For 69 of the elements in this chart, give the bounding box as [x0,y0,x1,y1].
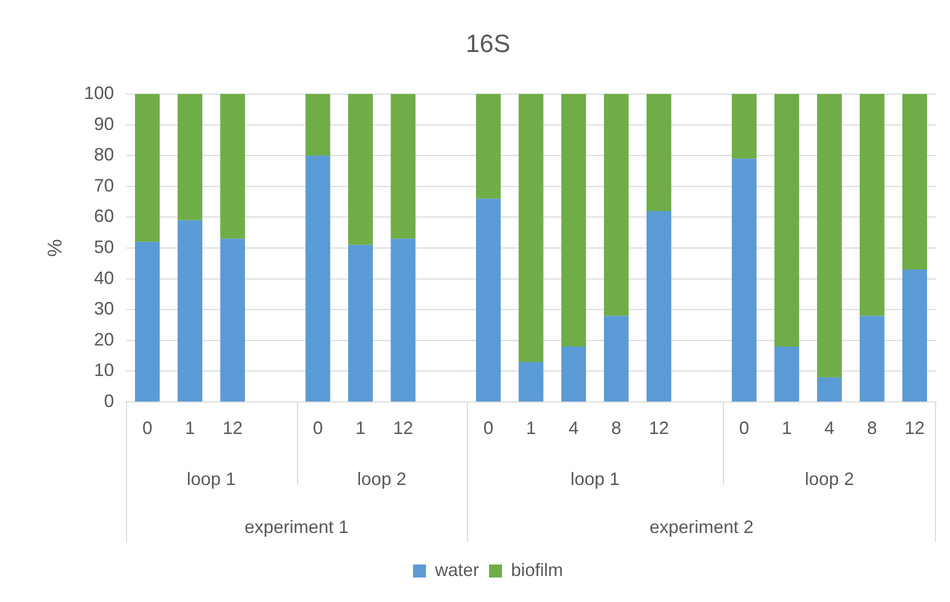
x-tick-label: 1 [782,418,792,438]
bar [476,94,501,199]
x-tick-label: 8 [867,418,878,438]
bar [220,94,245,239]
text: loop 2 [804,468,854,489]
bar [604,94,629,316]
y-tick-label: 10 [94,360,114,380]
y-tick-label: 50 [94,236,114,257]
bar [817,94,842,378]
x-tick-label: 8 [611,418,622,438]
x-tick-label: 0 [142,418,152,438]
y-axis-title: % [44,238,67,257]
y-tick-label: 30 [94,298,114,319]
x-tick-label: 0 [483,418,494,438]
bar [817,377,842,402]
x-tick-label: 4 [824,418,834,438]
x-tick-label: 4 [568,418,579,438]
bar [178,220,202,402]
bar [732,94,757,159]
text: loop 1 [570,468,620,489]
x-tick-label: 1 [355,418,366,438]
text: loop 2 [357,468,406,489]
x-tick-label: 12 [222,418,243,438]
bar [348,94,373,245]
bar [306,156,330,402]
bar [561,346,586,402]
bar [134,242,160,402]
text: experiment 1 [244,516,349,537]
bar [390,238,416,402]
y-tick-label: 90 [94,114,114,134]
x-tick-label: 12 [393,418,414,438]
bar [178,94,202,220]
bar [306,94,330,156]
x-tick-label: 1 [526,418,536,438]
x-tick-label: 12 [904,418,925,438]
y-tick-label: 80 [94,144,114,165]
bar [518,94,544,362]
text: experiment 2 [650,516,754,537]
bar [220,238,245,402]
bar [902,270,928,402]
bar [860,316,884,402]
chart-title: 16S [466,30,510,58]
y-tick-label: 20 [94,329,114,350]
y-tick-label: 0 [104,390,114,411]
bar [646,211,672,402]
legend-label: water [434,560,480,580]
y-tick-label: 60 [94,206,114,226]
y-tick-label: 70 [94,175,114,196]
bar [134,94,160,242]
bar [732,158,757,402]
bar [774,94,800,347]
bar [561,94,586,347]
bar [518,362,544,402]
y-tick-label: 100 [84,82,114,103]
bar [902,94,928,270]
bar [774,346,800,402]
bar [646,94,672,212]
x-tick-label: 12 [648,418,669,438]
bar [860,94,884,316]
x-tick-label: 0 [312,418,323,438]
bar [476,198,501,402]
x-tick-label: 1 [184,418,195,438]
bar [604,316,629,402]
bar [348,244,373,402]
text: loop 1 [186,468,236,489]
x-tick-label: 0 [739,418,750,438]
legend-label: biofilm [511,560,564,580]
y-tick-label: 40 [94,268,114,288]
bar [390,94,416,239]
